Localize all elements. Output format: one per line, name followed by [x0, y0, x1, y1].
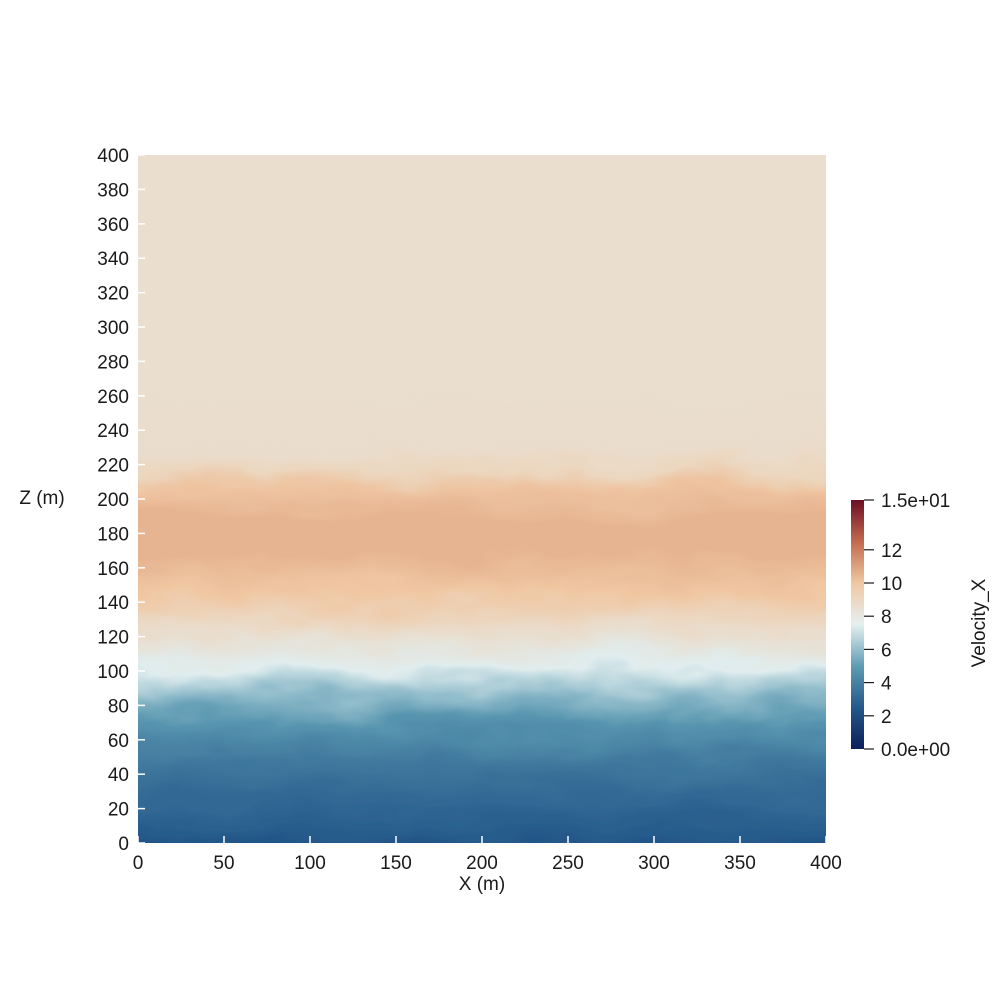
x-tick-label: 400 — [810, 853, 842, 874]
colorbar: 1.5e+01 0.0e+00 2 4 6 8 10 12 — [851, 491, 950, 761]
colorbar-tick-label: 4 — [881, 674, 892, 695]
colorbar-max-label: 1.5e+01 — [881, 491, 950, 512]
x-tick-label: 250 — [552, 853, 584, 874]
colorbar-tick-label: 10 — [881, 574, 902, 595]
y-tick-label: 0 — [118, 834, 129, 855]
colorbar-gradient — [851, 500, 864, 749]
y-tick-label: 360 — [97, 215, 129, 236]
y-tick-label: 40 — [108, 765, 129, 786]
y-tick-label: 140 — [97, 593, 129, 614]
colorbar-tick-label: 12 — [881, 541, 902, 562]
y-tick-label: 240 — [97, 421, 129, 442]
x-axis-label: X (m) — [459, 874, 505, 895]
y-tick-label: 100 — [97, 662, 129, 683]
y-tick-label: 380 — [97, 180, 129, 201]
y-axis-label: Z (m) — [19, 488, 64, 509]
y-tick-label: 300 — [97, 318, 129, 339]
y-tick-label: 60 — [108, 731, 129, 752]
colorbar-title: Velocity_X — [969, 578, 990, 667]
plot-area — [138, 155, 826, 843]
x-tick-label: 350 — [724, 853, 756, 874]
colorbar-tick-label: 6 — [881, 640, 892, 661]
colorbar-tick-label: 8 — [881, 607, 892, 628]
y-tick-label: 80 — [108, 696, 129, 717]
y-tick-label: 320 — [97, 284, 129, 305]
x-tick-label: 200 — [466, 853, 498, 874]
y-tick-label: 280 — [97, 352, 129, 373]
x-axis: 0 50 100 150 200 250 300 350 400 — [133, 836, 842, 874]
x-tick-label: 100 — [294, 853, 326, 874]
x-tick-label: 50 — [213, 853, 234, 874]
colorbar-min-label: 0.0e+00 — [881, 740, 950, 761]
y-tick-label: 180 — [97, 524, 129, 545]
x-tick-label: 300 — [638, 853, 670, 874]
x-tick-label: 150 — [380, 853, 412, 874]
y-tick-label: 20 — [108, 800, 129, 821]
y-tick-label: 200 — [97, 490, 129, 511]
y-tick-label: 120 — [97, 628, 129, 649]
y-tick-label: 260 — [97, 387, 129, 408]
y-tick-label: 160 — [97, 559, 129, 580]
y-tick-label: 340 — [97, 249, 129, 270]
y-tick-label: 400 — [97, 146, 129, 167]
velocity-field — [138, 155, 826, 843]
y-tick-label: 220 — [97, 456, 129, 477]
x-tick-label: 0 — [133, 853, 144, 874]
y-axis: 0 20 40 60 80 100 120 140 160 180 200 220 240 260 280 3… — [97, 146, 145, 855]
colorbar-tick-label: 2 — [881, 707, 892, 728]
